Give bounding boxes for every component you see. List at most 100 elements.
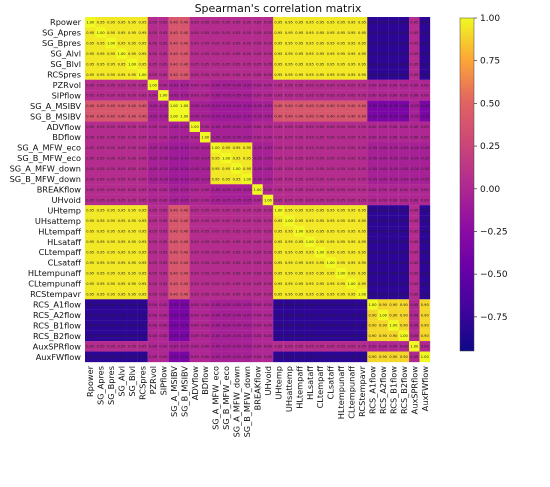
heatmap-cell-value: 0.00: [379, 188, 388, 192]
heatmap-cell: [304, 163, 316, 174]
heatmap-cell-value: 0.40: [295, 115, 304, 119]
heatmap-cell: [419, 48, 431, 59]
heatmap-cell: [294, 163, 305, 174]
heatmap-cell-value: 0.00: [149, 198, 158, 202]
heatmap-cell: [356, 90, 368, 101]
heatmap-cell: [398, 226, 410, 237]
heatmap-cell: [231, 27, 242, 39]
heatmap-cell-value: 0.95: [138, 52, 146, 56]
heatmap-cell: [95, 278, 107, 289]
heatmap-cell: [116, 205, 127, 216]
heatmap-cell: [388, 288, 399, 300]
heatmap-cell-value: -0.80: [399, 31, 409, 35]
heatmap-cell: [116, 351, 127, 363]
heatmap-cell-value: 0.05: [410, 62, 418, 66]
heatmap-cell: [294, 90, 305, 101]
heatmap-cell-value: -0.05: [242, 303, 251, 307]
heatmap-cell-value: -0.80: [96, 313, 106, 317]
heatmap-cell: [325, 37, 337, 49]
heatmap-cell-value: 0.95: [306, 31, 314, 35]
heatmap-cell: [388, 247, 399, 258]
heatmap-cell-value: -0.05: [242, 125, 251, 129]
heatmap-cell-value: 0.05: [86, 83, 94, 87]
heatmap-cell-value: 0.95: [285, 52, 293, 56]
heatmap-cell: [189, 90, 201, 101]
colorbar-tick-label: 1.00: [480, 14, 500, 24]
heatmap-cell: [210, 79, 222, 91]
heatmap-cell-value: 0.05: [222, 41, 230, 45]
heatmap-cell: [105, 320, 117, 331]
heatmap-cell: [367, 17, 378, 28]
heatmap-cell: [398, 236, 410, 248]
heatmap-cell-value: 0.05: [243, 41, 251, 45]
heatmap-cell: [147, 257, 159, 269]
heatmap-cell-value: 0.00: [149, 334, 158, 338]
heatmap-cell-value: 0.95: [295, 219, 303, 223]
heatmap-cell: [294, 152, 305, 164]
heatmap-cell-value: 0.05: [128, 198, 136, 202]
heatmap-cell: [85, 142, 96, 154]
heatmap-cell: [126, 100, 138, 112]
heatmap-cell-value: 0.40: [170, 230, 179, 234]
heatmap-cell-value: -0.05: [232, 83, 241, 87]
heatmap-cell-value: 0.05: [327, 198, 335, 202]
heatmap-cell-value: -0.05: [221, 83, 230, 87]
heatmap-cell: [335, 184, 347, 195]
heatmap-cell: [335, 37, 347, 49]
heatmap-cell-value: 0.05: [86, 198, 94, 202]
heatmap-cell-value: 0.00: [368, 136, 377, 140]
heatmap-cell: [335, 17, 347, 28]
heatmap-cell-value: 0.95: [285, 292, 293, 296]
heatmap-cell-value: 0.95: [107, 219, 115, 223]
y-tick-label: Rpower: [50, 17, 82, 27]
heatmap-cell-value: 0.00: [421, 188, 430, 192]
heatmap-cell: [231, 267, 242, 279]
heatmap-cell-value: 0.90: [400, 355, 409, 359]
heatmap-cell: [116, 320, 127, 331]
heatmap-cell: [116, 58, 127, 70]
heatmap-cell-value: 0.05: [107, 83, 115, 87]
heatmap-cell: [210, 257, 222, 269]
heatmap-cell: [126, 236, 138, 248]
heatmap-cell: [137, 278, 148, 289]
heatmap-cell-value: 0.05: [138, 198, 146, 202]
heatmap-cell-value: 0.40: [170, 251, 179, 255]
heatmap-cell-value: 0.95: [337, 219, 345, 223]
heatmap-cell: [147, 278, 159, 289]
heatmap-cell-value: 0.95: [348, 261, 356, 265]
heatmap-cell-value: -0.80: [399, 21, 409, 25]
heatmap-cell: [325, 226, 337, 237]
heatmap-cell: [419, 69, 431, 80]
heatmap-cell-value: 0.05: [253, 261, 261, 265]
heatmap-cell-value: 0.95: [97, 282, 105, 286]
heatmap-cell-value: 0.00: [421, 125, 430, 129]
heatmap-cell-value: 0.05: [337, 198, 345, 202]
heatmap-cell-value: 0.05: [348, 83, 356, 87]
y-axis-labels: RpowerSG_ApresSG_BpresSG_AlvlSG_BlvlRCSp…: [10, 17, 82, 362]
heatmap-cell: [137, 226, 148, 237]
heatmap-cell-value: 0.05: [295, 125, 303, 129]
heatmap-cell: [377, 278, 389, 289]
heatmap-cell-value: 0.05: [138, 136, 146, 140]
heatmap-cell-value: -0.80: [368, 292, 378, 296]
heatmap-cell: [231, 121, 242, 133]
heatmap-cell: [158, 184, 169, 195]
heatmap-cell-value: 0.05: [118, 146, 126, 150]
heatmap-cell-value: 0.05: [86, 146, 94, 150]
heatmap-cell-value: 0.05: [97, 125, 105, 129]
heatmap-cell: [335, 142, 347, 154]
heatmap-cell: [273, 27, 284, 39]
heatmap-cell-value: -0.05: [180, 136, 189, 140]
heatmap-cell: [283, 58, 295, 70]
heatmap-cell-value: 0.95: [306, 261, 314, 265]
heatmap-cell: [409, 184, 420, 195]
heatmap-cell: [262, 27, 274, 39]
heatmap-cell-value: 1.00: [379, 313, 388, 317]
heatmap-cell: [105, 341, 117, 352]
heatmap-cell: [273, 184, 284, 195]
heatmap-cell: [168, 320, 180, 331]
heatmap-cell-value: -0.05: [232, 324, 241, 328]
y-tick-label: SIPflow: [52, 90, 82, 100]
heatmap-cell: [315, 100, 326, 112]
heatmap-cell-value: 0.00: [389, 125, 398, 129]
